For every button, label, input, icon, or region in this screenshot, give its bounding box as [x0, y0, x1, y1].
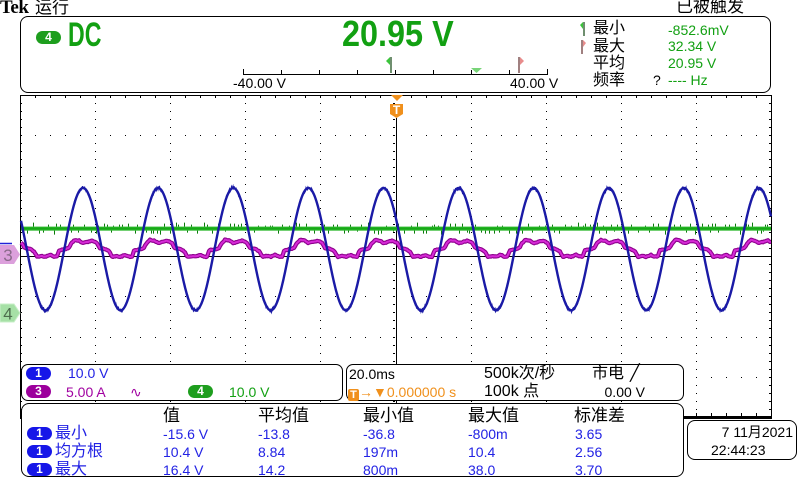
- cell-mean: -13.8: [258, 426, 290, 442]
- triangle-down-icon: ▼: [373, 384, 387, 400]
- row-label: 最大: [55, 461, 88, 478]
- channel-3-scale: 5.00 A: [66, 384, 106, 400]
- range-scale-bar: [243, 57, 548, 75]
- row-source-badge: 1: [27, 427, 52, 440]
- trigger-status: 已被触发: [676, 0, 744, 16]
- column-header-stddev: 标准差: [574, 406, 625, 425]
- channel-4-badge: 4: [188, 385, 213, 398]
- max-flag-icon: [518, 57, 524, 73]
- channel-3-badge: 3: [26, 385, 51, 398]
- min-flag-icon: [580, 22, 585, 36]
- channel-4-scale: 10.0 V: [229, 384, 270, 400]
- channel-1-badge: 1: [26, 367, 51, 380]
- time-per-division: 20.0ms: [349, 366, 395, 382]
- trigger-source: 市电: [592, 365, 625, 382]
- timebase-panel: 20.0ms T →▼0.000000 s 500k次/秒 100k 点 市电 ╱…: [346, 364, 684, 401]
- column-header-value: 值: [163, 406, 180, 425]
- cell-stddev: 3.70: [575, 462, 603, 478]
- stat-mean-value: 20.95 V: [668, 55, 717, 71]
- readout-value: 20.95 V: [342, 13, 454, 54]
- column-header-minimum: 最小值: [363, 406, 414, 425]
- row-label: 最小: [55, 425, 88, 442]
- stat-max-label: 最大: [593, 38, 626, 55]
- min-flag-icon: [386, 57, 392, 73]
- waveform-traces: [19, 183, 773, 315]
- scale-max-label: 40.00 V: [510, 75, 559, 91]
- datetime-panel: 7 11月2021 22:44:23: [687, 420, 797, 460]
- acquisition-state: 运行: [35, 0, 69, 17]
- time-label: 22:44:23: [711, 442, 766, 458]
- trigger-t-icon: [390, 104, 403, 118]
- coupling-label: DC: [68, 16, 102, 54]
- cell-minimum: 197m: [363, 444, 399, 460]
- trigger-position-value: 0.000000 s: [386, 384, 457, 400]
- scale-min-label: -40.00 V: [233, 75, 286, 91]
- row-source-badge: 1: [27, 445, 52, 458]
- stat-mean-label: 平均: [593, 55, 626, 72]
- channel-4-badge: 4: [36, 31, 61, 44]
- channel-3-ground-marker: 3: [0, 245, 20, 265]
- cell-maximum: -800m: [468, 426, 508, 442]
- bandwidth-limit-icon: ∿: [130, 384, 142, 400]
- row-label: 均方根: [55, 443, 104, 460]
- sample-rate: 500k次/秒: [484, 365, 556, 382]
- cell-maximum: 38.0: [468, 462, 496, 478]
- trigger-marker-label: T: [393, 103, 401, 117]
- cell-maximum: 10.4: [468, 444, 496, 460]
- trigger-position-readout: T →▼0.000000 s: [348, 383, 456, 401]
- date-label: 7 11月2021: [721, 424, 793, 440]
- cell-mean: 14.2: [258, 462, 286, 478]
- channel-4-marker-label: 4: [3, 305, 12, 324]
- stat-frequency-label: 频率: [593, 72, 626, 89]
- stat-min-label: 最小: [593, 20, 626, 37]
- record-length: 100k 点: [484, 383, 540, 400]
- trigger-level: 0.00 V: [604, 384, 645, 400]
- trigger-position-marker: T: [390, 95, 403, 118]
- channel-1-scale: 10.0 V: [68, 365, 109, 381]
- trigger-icon: T: [348, 389, 359, 401]
- channel-settings-panel: 1 10.0 V 3 5.00 A ∿ 4 10.0 V: [21, 364, 343, 401]
- readout-panel: 4 DC 20.95 V -40.00 V 40.00 V: [20, 16, 771, 93]
- stat-frequency-uncertain: ?: [653, 72, 661, 88]
- row-source-badge: 1: [27, 463, 52, 476]
- stat-max-value: 32.34 V: [668, 38, 717, 54]
- trigger-arrow-icon: [391, 95, 403, 101]
- column-header-maximum: 最大值: [468, 406, 519, 425]
- stat-flags: [580, 22, 586, 54]
- brand-logo: Tek: [0, 0, 29, 18]
- average-marker-icon: [471, 68, 482, 73]
- stat-min-value: -852.6mV: [668, 22, 729, 38]
- cell-value: -15.6 V: [163, 426, 209, 442]
- channel-3-marker-label: 3: [3, 246, 12, 265]
- cell-value: 16.4 V: [163, 462, 204, 478]
- measurement-statistics-panel: 值 平均值 最小值 最大值 标准差 1 最小 -15.6 V -13.8 -36…: [21, 403, 684, 478]
- stat-frequency-value: ---- Hz: [668, 72, 708, 88]
- cell-value: 10.4 V: [163, 444, 204, 460]
- channel-4-ground-marker: 4: [0, 303, 21, 324]
- cell-minimum: -36.8: [363, 426, 395, 442]
- max-flag-icon: [581, 40, 586, 54]
- arrow-right-icon: →: [359, 384, 373, 400]
- cell-mean: 8.84: [258, 444, 286, 460]
- cell-stddev: 2.56: [575, 444, 603, 460]
- cell-minimum: 800m: [363, 462, 399, 478]
- cell-stddev: 3.65: [575, 426, 603, 442]
- rising-edge-icon: ╱: [630, 365, 640, 382]
- column-header-mean: 平均值: [258, 406, 309, 425]
